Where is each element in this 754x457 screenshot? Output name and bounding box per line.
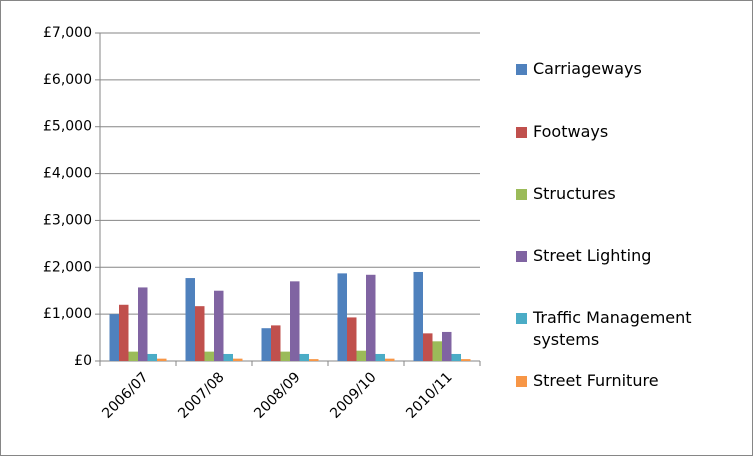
- bar: [461, 359, 471, 361]
- bar: [451, 353, 461, 361]
- bar: [385, 358, 395, 361]
- bar: [442, 331, 452, 361]
- legend-label: Footways: [533, 122, 609, 141]
- bar: [356, 350, 366, 361]
- legend-item: Carriageways: [516, 58, 746, 80]
- y-tick-label: £5,000: [43, 119, 92, 135]
- y-tick-label: £1,000: [43, 306, 92, 322]
- bar: [147, 353, 157, 361]
- legend-label: Carriageways: [533, 59, 642, 78]
- bar: [109, 314, 119, 361]
- legend-item: Footways: [516, 121, 746, 143]
- legend-label: Structures: [533, 184, 616, 203]
- legend-swatch: [516, 251, 527, 262]
- y-tick-label: £0: [74, 353, 92, 369]
- y-tick-label: £4,000: [43, 166, 92, 182]
- bar: [157, 358, 167, 361]
- bar: [233, 358, 243, 361]
- bar: [223, 353, 233, 361]
- legend-item: Street Furniture: [516, 370, 746, 392]
- legend-label: Street Lighting: [533, 246, 652, 265]
- bar: [337, 273, 347, 361]
- bar: [290, 281, 300, 361]
- bar: [432, 341, 442, 361]
- bar: [366, 274, 376, 361]
- legend-item: Street Lighting: [516, 245, 746, 267]
- y-tick-label: £3,000: [43, 212, 92, 228]
- legend-swatch: [516, 64, 527, 75]
- bar: [413, 271, 423, 361]
- bar: [423, 333, 433, 361]
- bar: [299, 353, 309, 361]
- bar: [119, 304, 129, 361]
- bar: [185, 278, 195, 361]
- bar: [347, 317, 357, 361]
- legend-label: Street Furniture: [533, 371, 659, 390]
- bar: [128, 351, 138, 361]
- legend-item: Structures: [516, 183, 746, 205]
- bar: [195, 306, 205, 361]
- bar: [309, 359, 319, 361]
- bar: [214, 290, 224, 361]
- y-tick-label: £6,000: [43, 72, 92, 88]
- bar: [375, 353, 385, 361]
- bar: [271, 325, 281, 361]
- bar: [261, 328, 271, 361]
- bar: [138, 287, 148, 361]
- legend-swatch: [516, 313, 527, 324]
- legend-swatch: [516, 189, 527, 200]
- legend-swatch: [516, 127, 527, 138]
- bar: [280, 351, 290, 361]
- legend-swatch: [516, 376, 527, 387]
- y-tick-label: £2,000: [43, 259, 92, 275]
- legend-item: Traffic Management systems: [516, 307, 746, 351]
- y-tick-label: £7,000: [43, 25, 92, 41]
- bar: [204, 351, 214, 361]
- legend-label: Traffic Management systems: [533, 308, 692, 349]
